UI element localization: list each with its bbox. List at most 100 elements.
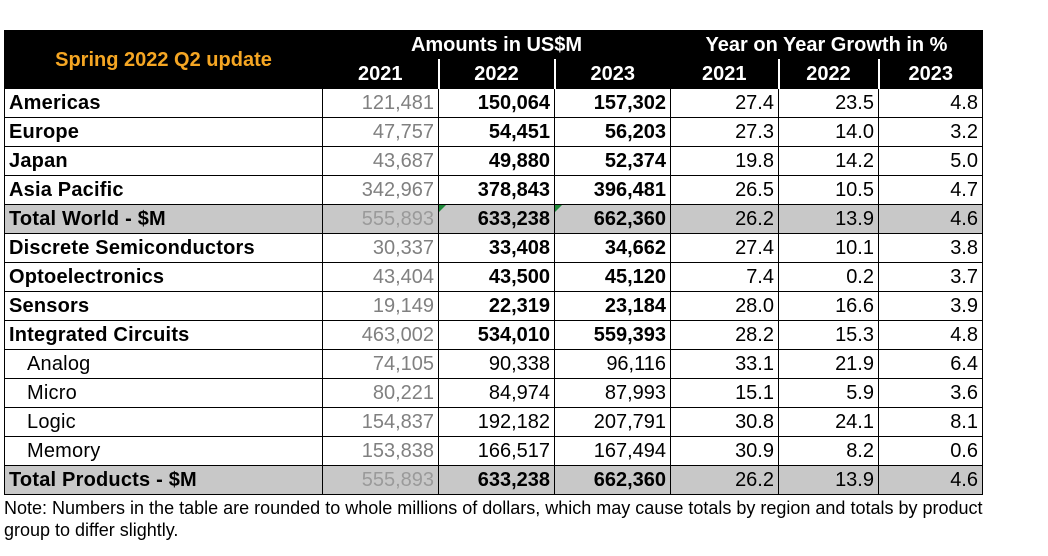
table-row: Sensors 19,149 22,319 23,184 28.0 16.6 3.9 bbox=[4, 291, 983, 321]
amount-cell: 84,974 bbox=[438, 378, 555, 408]
growth-cell: 23.5 bbox=[778, 88, 879, 118]
growth-cell: 27.3 bbox=[670, 117, 779, 147]
amount-cell: 192,182 bbox=[438, 407, 555, 437]
growth-cell: 4.8 bbox=[878, 88, 983, 118]
amount-cell: 43,687 bbox=[322, 146, 439, 176]
amount-year-header: 2021 bbox=[322, 59, 439, 89]
growth-cell: 19.8 bbox=[670, 146, 779, 176]
amount-cell: 30,337 bbox=[322, 233, 439, 263]
table-row: Logic 154,837 192,182 207,791 30.8 24.1 8.1 bbox=[4, 407, 983, 437]
growth-cell: 3.6 bbox=[878, 378, 983, 408]
growth-cell: 26.2 bbox=[670, 204, 779, 234]
growth-group-header: Year on Year Growth in % bbox=[670, 30, 983, 60]
amount-cell: 87,993 bbox=[554, 378, 671, 408]
growth-cell: 3.8 bbox=[878, 233, 983, 263]
growth-cell: 5.9 bbox=[778, 378, 879, 408]
amount-cell: 43,404 bbox=[322, 262, 439, 292]
forecast-table: Spring 2022 Q2 update Amounts in US$M Ye… bbox=[4, 30, 983, 495]
growth-cell: 4.6 bbox=[878, 204, 983, 234]
growth-year-header: 2023 bbox=[877, 59, 983, 89]
amount-cell: 56,203 bbox=[554, 117, 671, 147]
table-row: Total Products - $M 555,893 633,238 662,360… bbox=[4, 465, 983, 495]
growth-cell: 10.5 bbox=[778, 175, 879, 205]
growth-cell: 26.5 bbox=[670, 175, 779, 205]
amount-cell: 396,481 bbox=[554, 175, 671, 205]
growth-year-header: 2021 bbox=[670, 59, 779, 89]
growth-cell: 4.7 bbox=[878, 175, 983, 205]
table-footnote: Note: Numbers in the table are rounded t… bbox=[4, 498, 983, 540]
row-label: Asia Pacific bbox=[4, 175, 323, 205]
row-label: Japan bbox=[4, 146, 323, 176]
growth-cell: 27.4 bbox=[670, 88, 779, 118]
amount-cell: 166,517 bbox=[438, 436, 555, 466]
growth-cell: 13.9 bbox=[778, 465, 879, 495]
amount-cell: 662,360 bbox=[554, 465, 671, 495]
table-row: Memory 153,838 166,517 167,494 30.9 8.2 0.6 bbox=[4, 436, 983, 466]
growth-cell: 27.4 bbox=[670, 233, 779, 263]
table-corner-label: Spring 2022 Q2 update bbox=[4, 30, 323, 89]
amount-cell: 121,481 bbox=[322, 88, 439, 118]
amount-cell: 34,662 bbox=[554, 233, 671, 263]
amount-year-header: 2023 bbox=[553, 59, 671, 89]
amount-cell: 54,451 bbox=[438, 117, 555, 147]
growth-cell: 13.9 bbox=[778, 204, 879, 234]
amount-cell: 43,500 bbox=[438, 262, 555, 292]
growth-cell: 26.2 bbox=[670, 465, 779, 495]
amount-cell: 150,064 bbox=[438, 88, 555, 118]
row-label: Americas bbox=[4, 88, 323, 118]
growth-cell: 21.9 bbox=[778, 349, 879, 379]
row-label: Discrete Semiconductors bbox=[4, 233, 323, 263]
growth-cell: 10.1 bbox=[778, 233, 879, 263]
amount-cell: 45,120 bbox=[554, 262, 671, 292]
amount-cell: 96,116 bbox=[554, 349, 671, 379]
amount-cell: 23,184 bbox=[554, 291, 671, 321]
growth-cell: 8.2 bbox=[778, 436, 879, 466]
growth-cell: 28.0 bbox=[670, 291, 779, 321]
amount-cell: 19,149 bbox=[322, 291, 439, 321]
amounts-group-header: Amounts in US$M bbox=[322, 30, 671, 60]
growth-cell: 4.6 bbox=[878, 465, 983, 495]
amount-cell: 662,360 bbox=[554, 204, 671, 234]
amount-cell: 80,221 bbox=[322, 378, 439, 408]
amount-cell: 74,105 bbox=[322, 349, 439, 379]
amount-cell: 22,319 bbox=[438, 291, 555, 321]
forecast-table-container: Spring 2022 Q2 update Amounts in US$M Ye… bbox=[4, 30, 983, 495]
amount-cell: 555,893 bbox=[322, 204, 439, 234]
growth-cell: 3.7 bbox=[878, 262, 983, 292]
table-row: Total World - $M 555,893 633,238 662,360 26.… bbox=[4, 204, 983, 234]
table-row: Optoelectronics 43,404 43,500 45,120 7.4 0.2 3… bbox=[4, 262, 983, 292]
amount-cell: 378,843 bbox=[438, 175, 555, 205]
amount-cell: 559,393 bbox=[554, 320, 671, 350]
amount-cell: 463,002 bbox=[322, 320, 439, 350]
row-label: Micro bbox=[4, 378, 323, 408]
amount-cell: 33,408 bbox=[438, 233, 555, 263]
amount-cell: 555,893 bbox=[322, 465, 439, 495]
table-row: Micro 80,221 84,974 87,993 15.1 5.9 3.6 bbox=[4, 378, 983, 408]
growth-cell: 16.6 bbox=[778, 291, 879, 321]
row-label: Sensors bbox=[4, 291, 323, 321]
growth-cell: 8.1 bbox=[878, 407, 983, 437]
row-label: Logic bbox=[4, 407, 323, 437]
table-row: Integrated Circuits 463,002 534,010 559,393… bbox=[4, 320, 983, 350]
amount-cell: 47,757 bbox=[322, 117, 439, 147]
amount-cell: 207,791 bbox=[554, 407, 671, 437]
row-label: Analog bbox=[4, 349, 323, 379]
growth-year-header: 2022 bbox=[777, 59, 879, 89]
row-label: Optoelectronics bbox=[4, 262, 323, 292]
amount-cell: 90,338 bbox=[438, 349, 555, 379]
growth-cell: 0.6 bbox=[878, 436, 983, 466]
amount-cell: 534,010 bbox=[438, 320, 555, 350]
growth-cell: 33.1 bbox=[670, 349, 779, 379]
row-label: Total Products - $M bbox=[4, 465, 323, 495]
table-row: Analog 74,105 90,338 96,116 33.1 21.9 6.4 bbox=[4, 349, 983, 379]
growth-cell: 7.4 bbox=[670, 262, 779, 292]
table-row: Americas 121,481 150,064 157,302 27.4 23.5 4.8 bbox=[4, 88, 983, 118]
amount-cell: 633,238 bbox=[438, 204, 555, 234]
growth-cell: 5.0 bbox=[878, 146, 983, 176]
growth-cell: 30.8 bbox=[670, 407, 779, 437]
growth-cell: 4.8 bbox=[878, 320, 983, 350]
amount-cell: 633,238 bbox=[438, 465, 555, 495]
growth-cell: 14.0 bbox=[778, 117, 879, 147]
amount-cell: 342,967 bbox=[322, 175, 439, 205]
row-label: Total World - $M bbox=[4, 204, 323, 234]
